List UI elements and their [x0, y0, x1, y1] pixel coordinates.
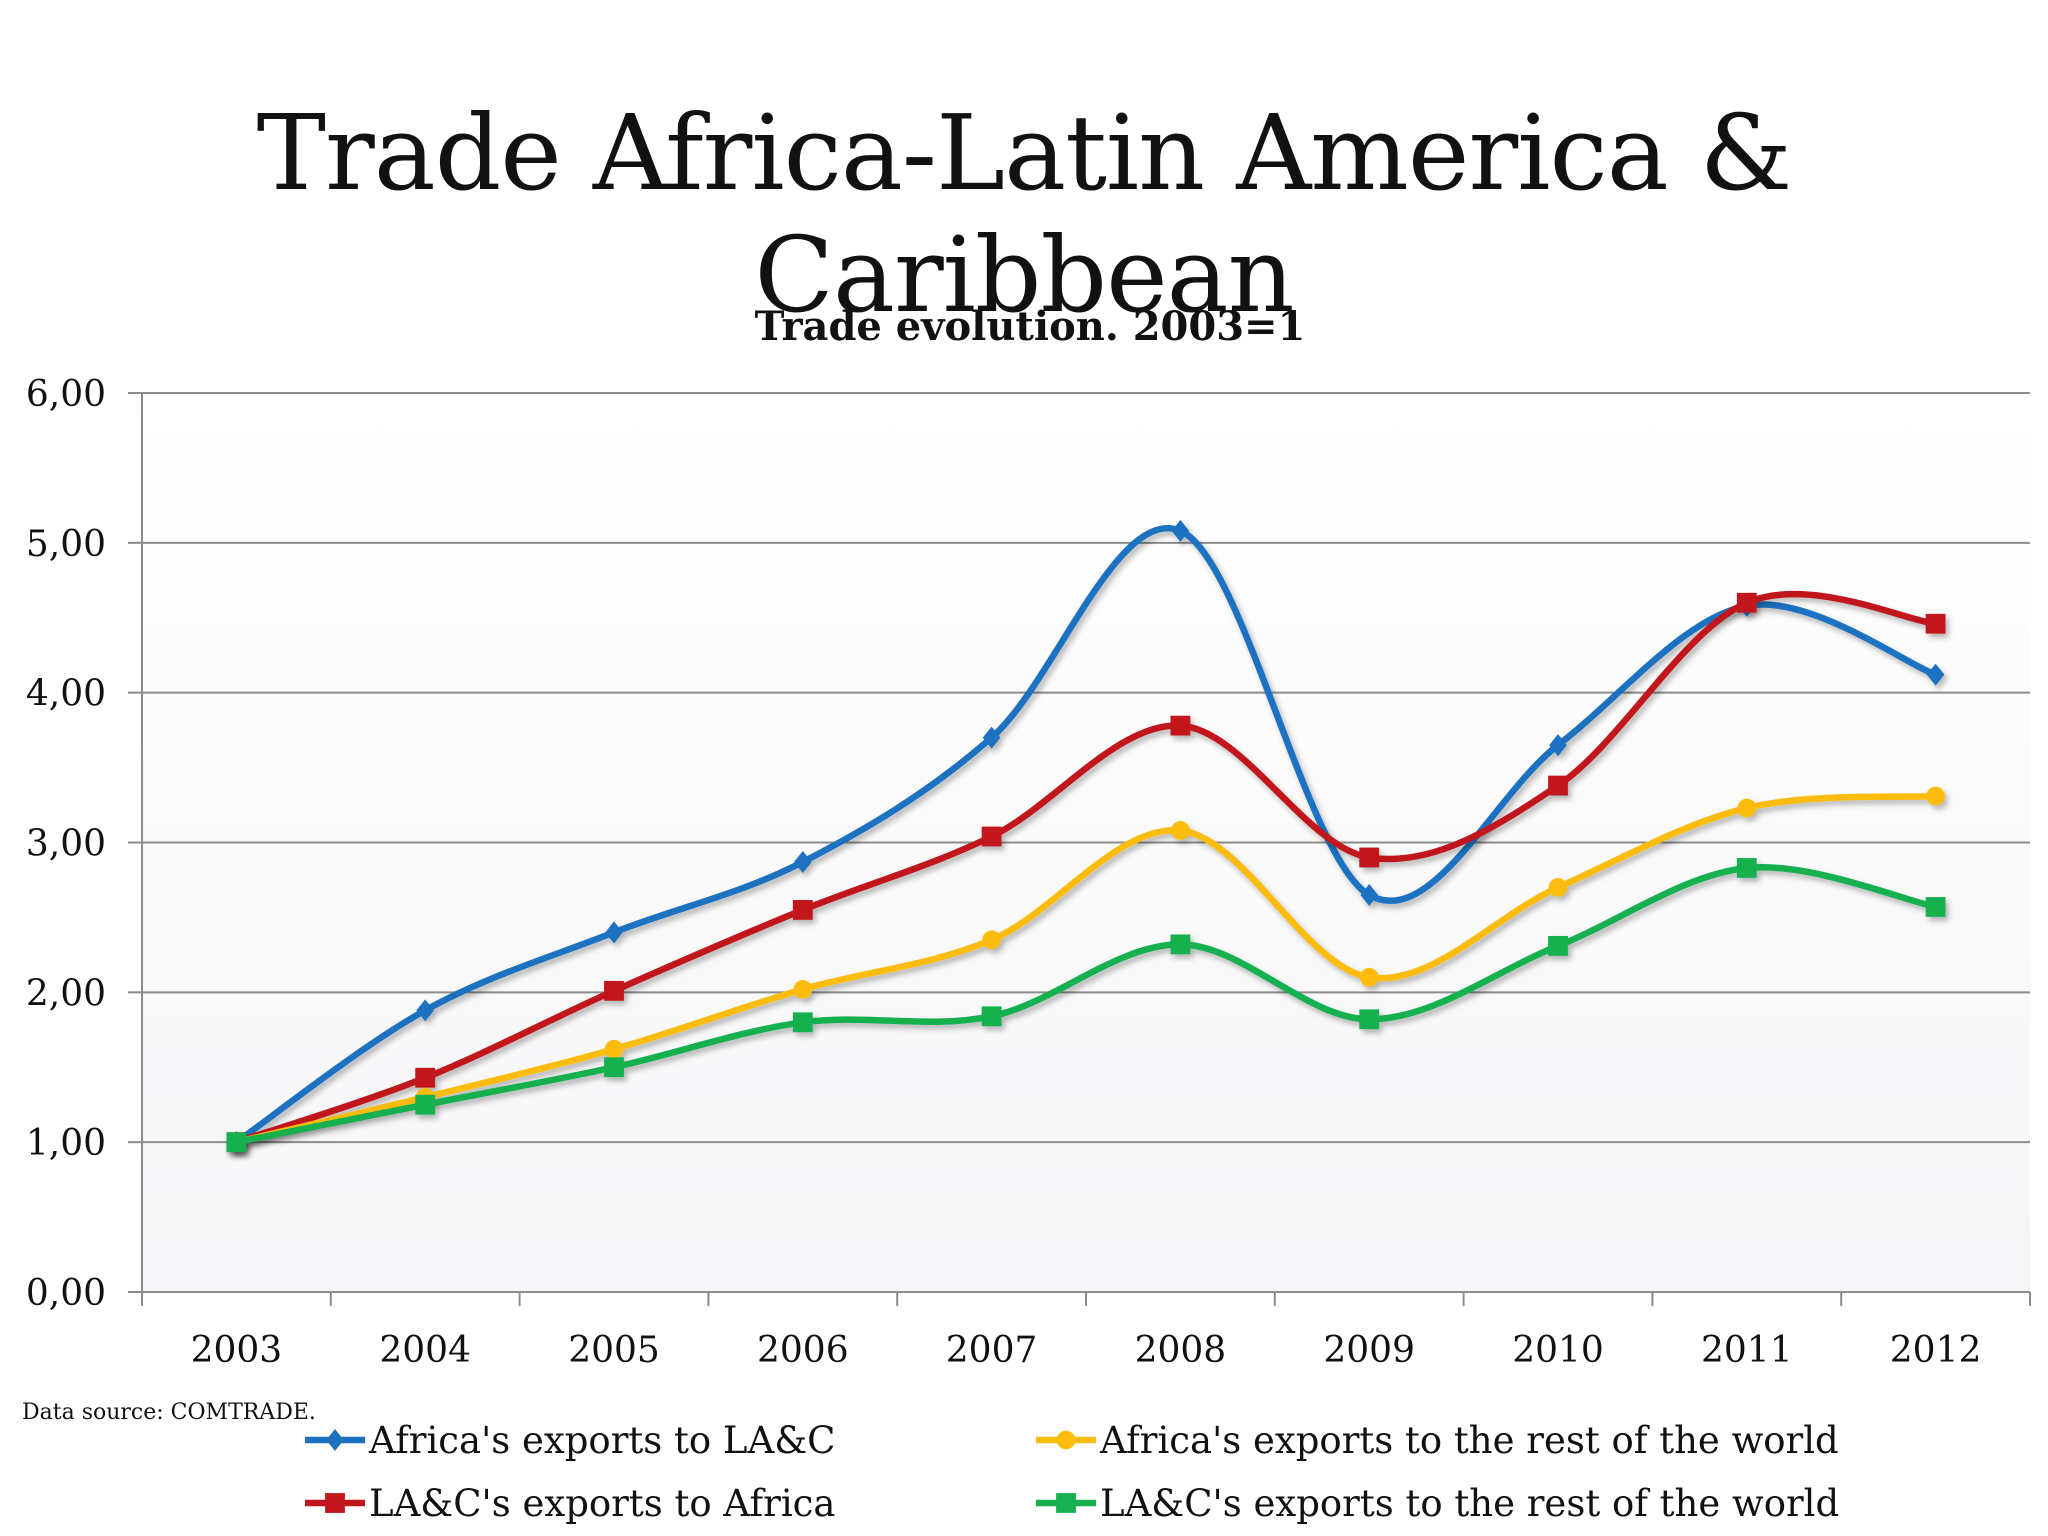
data-point-marker	[1925, 897, 1946, 917]
data-point-marker	[1548, 935, 1568, 956]
legend-item: LA&C's exports to the rest of the world	[1036, 1482, 1839, 1525]
x-tick-label: 2008	[1135, 1330, 1227, 1371]
data-point-marker	[226, 1132, 247, 1153]
data-point-marker	[1170, 934, 1191, 955]
data-point-marker	[982, 726, 1001, 749]
series-line	[233, 792, 1939, 1146]
x-tick-label: 2003	[191, 1330, 283, 1371]
legend-label: LA&C's exports to Africa	[369, 1482, 835, 1525]
data-point-marker	[1548, 775, 1568, 796]
series-3	[226, 858, 1946, 1153]
legend-label: Africa's exports to LA&C	[368, 1419, 835, 1462]
data-point-marker	[1549, 734, 1567, 757]
data-point-marker	[604, 1057, 624, 1078]
x-tick-label: 2012	[1890, 1330, 1982, 1371]
y-tick-label: 4,00	[26, 674, 106, 715]
y-tick-label: 2,00	[26, 973, 106, 1014]
series-line	[233, 525, 1939, 1146]
x-tick-label: 2007	[946, 1330, 1038, 1371]
x-tick-label: 2011	[1701, 1330, 1793, 1371]
data-point-marker	[1926, 663, 1945, 686]
data-point-marker	[605, 921, 623, 944]
data-point-marker	[1171, 519, 1190, 542]
data-point-marker	[1360, 883, 1378, 906]
series-line	[233, 591, 1939, 1146]
x-tick-label: 2004	[379, 1330, 471, 1371]
y-tick-label: 1,00	[26, 1123, 106, 1164]
x-tick-label: 2009	[1323, 1330, 1415, 1371]
legend-item: Africa's exports to the rest of the worl…	[1036, 1419, 1839, 1462]
data-point-marker	[1359, 1009, 1380, 1030]
data-point-marker	[415, 1067, 436, 1088]
series-2	[226, 591, 1946, 1153]
series-line	[233, 864, 1939, 1146]
y-tick-label: 3,00	[26, 824, 106, 865]
data-point-marker	[792, 1012, 813, 1033]
data-point-marker	[1359, 847, 1380, 868]
slide-title: Trade Africa-Latin America & Caribbean	[256, 92, 1793, 336]
x-tick-label: 2006	[757, 1330, 849, 1371]
data-point-marker	[982, 930, 1001, 950]
data-point-marker	[1359, 968, 1379, 987]
legend-item: LA&C's exports to Africa	[305, 1482, 835, 1525]
legend-item: Africa's exports to LA&C	[305, 1419, 835, 1462]
data-point-marker	[1056, 1430, 1076, 1450]
data-point-marker	[1171, 821, 1190, 840]
data-point-marker	[604, 1039, 624, 1059]
data-point-marker	[1170, 715, 1191, 736]
data-point-marker	[792, 900, 813, 920]
data-source-note: Data source: COMTRADE.	[22, 1400, 316, 1425]
x-tick-label: 2010	[1512, 1330, 1604, 1371]
data-point-marker	[415, 1094, 436, 1115]
data-point-marker	[325, 1493, 345, 1513]
data-point-marker	[604, 980, 624, 1001]
y-tick-label: 0,00	[26, 1273, 106, 1314]
data-point-marker	[1925, 613, 1946, 634]
y-tick-label: 6,00	[26, 374, 106, 415]
data-point-marker	[1737, 798, 1757, 818]
data-point-marker	[1736, 858, 1757, 878]
data-point-marker	[1736, 592, 1757, 613]
y-tick-label: 5,00	[26, 524, 106, 565]
chart-title: Trade evolution. 2003=1	[755, 303, 1306, 350]
data-point-marker	[981, 826, 1002, 847]
legend-label: LA&C's exports to the rest of the world	[1100, 1482, 1839, 1525]
data-point-marker	[981, 1006, 1002, 1027]
data-point-marker	[1056, 1493, 1076, 1513]
legend-label: Africa's exports to the rest of the worl…	[1099, 1419, 1839, 1462]
data-point-marker	[793, 979, 813, 999]
data-point-marker	[416, 999, 434, 1022]
data-point-marker	[1926, 786, 1945, 806]
data-point-marker	[1548, 878, 1568, 897]
data-point-marker	[794, 850, 812, 873]
x-tick-label: 2005	[568, 1330, 660, 1371]
data-point-marker	[326, 1429, 344, 1451]
